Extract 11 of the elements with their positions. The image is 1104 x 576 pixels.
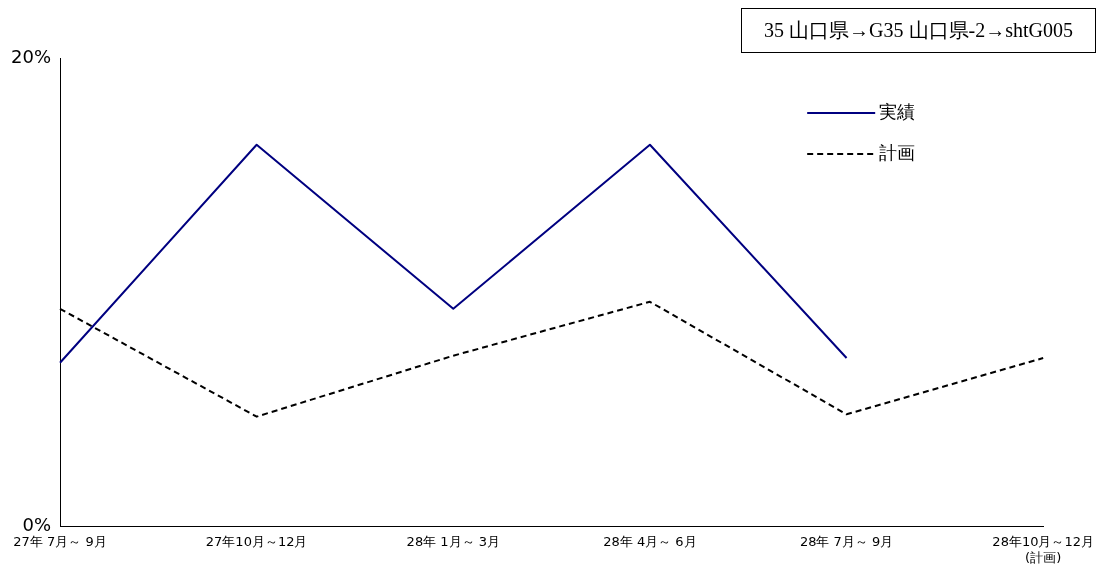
legend-label: 実績 [879,100,916,122]
x-tick-label: 28年 1月～ 3月 [406,533,500,549]
y-tick-label: 0% [22,514,52,536]
legend-label: 計画 [879,141,916,163]
x-tick-label: 27年 7月～ 9月 [13,533,107,549]
x-tick-label: 28年 4月～ 6月 [603,533,697,549]
x-tick-label: 28年10月～12月 (計画) [992,533,1095,565]
text: 35 山口県→G35 山口県-2→shtG005 [741,8,1096,53]
x-tick-label: 27年10月～12月 [205,533,308,549]
x-tick-label: 28年 7月～ 9月 [799,533,894,549]
y-tick-label: 20% [10,45,52,67]
